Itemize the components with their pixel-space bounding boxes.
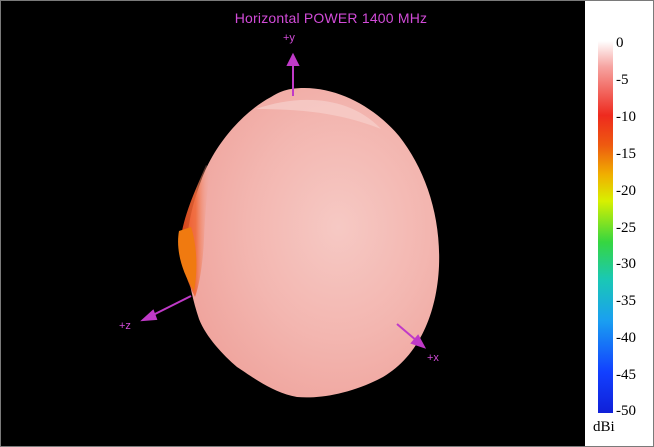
colorbar-tick: -35 [616, 293, 636, 309]
colorbar-tick: 0 [616, 35, 624, 51]
pattern-surface [178, 88, 440, 398]
colorbar-tick: -45 [616, 367, 636, 383]
radiation-pattern-scene [140, 52, 440, 398]
x-axis-label: +x [427, 352, 439, 364]
colorbar [598, 41, 613, 413]
colorbar-tick: -25 [616, 220, 636, 236]
colorbar-tick: -20 [616, 183, 636, 199]
colorbar-tick: -15 [616, 146, 636, 162]
x-axis-arrow [396, 323, 427, 349]
colorbar-units: dBi [593, 419, 615, 435]
colorbar-tick: -30 [616, 256, 636, 272]
z-axis-label: +z [119, 320, 131, 332]
colorbar-tick: -40 [616, 330, 636, 346]
plot-title: Horizontal POWER 1400 MHz [234, 10, 428, 26]
y-axis-label: +y [283, 32, 295, 44]
colorbar-tick: -10 [616, 109, 636, 125]
colorbar-legend-panel [585, 1, 653, 446]
colorbar-tick: -5 [616, 72, 629, 88]
z-axis-arrow [140, 295, 192, 322]
y-axis-arrow [286, 52, 300, 96]
colorbar-tick: -50 [616, 403, 636, 419]
3d-pattern-viewport[interactable]: Horizontal POWER 1400 MHz +y +z +x [1, 1, 585, 446]
